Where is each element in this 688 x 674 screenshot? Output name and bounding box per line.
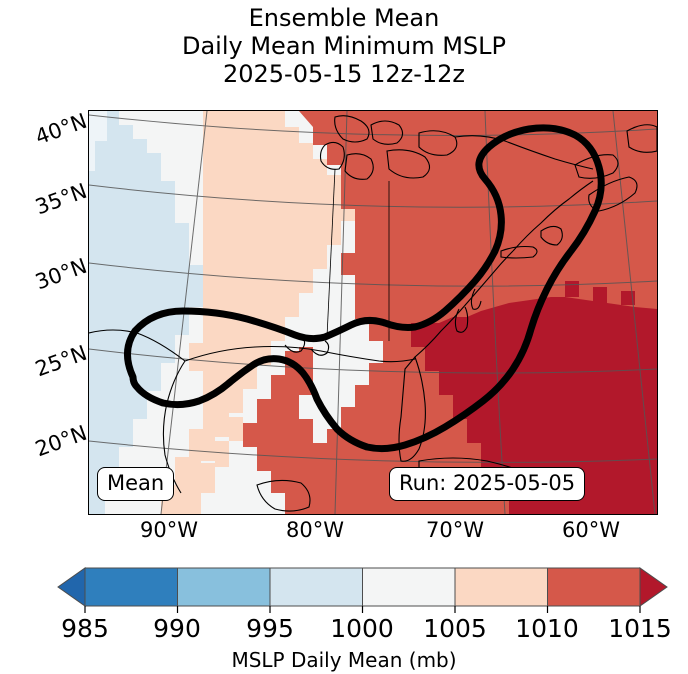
colorbar-band-1010-1015 — [547, 567, 641, 607]
lat-label-35n: 35°N — [32, 178, 91, 220]
mean-annotation-box: Mean — [97, 467, 175, 501]
colorbar-tick-990: 990 — [153, 614, 201, 643]
colorbar-tick-1005: 1005 — [423, 614, 487, 643]
colorbar-tick-995: 995 — [246, 614, 294, 643]
colorbar-over-arrow — [639, 567, 668, 607]
colorbar-band-990-995 — [177, 567, 271, 607]
colorbar-ticks — [84, 606, 641, 613]
page-title: Ensemble Mean Daily Mean Minimum MSLP 20… — [0, 4, 688, 88]
map-plot-area — [88, 110, 658, 515]
coastlines — [89, 115, 657, 512]
contour-1013mb — [124, 124, 605, 453]
band-over-1015 — [411, 297, 657, 514]
title-line-1: Ensemble Mean — [248, 4, 440, 32]
colorbar-bands — [57, 567, 668, 607]
colorbar-band-985-990 — [84, 567, 178, 607]
colorbar-band-995-1000 — [269, 567, 363, 607]
lon-label-80w: 80°W — [286, 518, 344, 542]
lat-label-25n: 25°N — [32, 340, 91, 382]
colorbar-tick-1000: 1000 — [330, 614, 394, 643]
lat-label-20n: 20°N — [32, 420, 91, 462]
lat-label-30n: 30°N — [32, 253, 91, 295]
colorbar-band-1005-1010 — [454, 567, 548, 607]
graticule — [89, 111, 657, 514]
lat-label-40n: 40°N — [32, 108, 91, 150]
title-line-3: 2025-05-15 12z-12z — [222, 60, 466, 88]
lon-label-60w: 60°W — [562, 518, 620, 542]
run-annotation-box: Run: 2025-05-05 — [389, 467, 586, 501]
colorbar-axis-label: MSLP Daily Mean (mb) — [231, 648, 457, 672]
band-995-1000 — [89, 111, 203, 514]
title-line-2: Daily Mean Minimum MSLP — [181, 32, 506, 60]
colorbar-tick-1010: 1010 — [515, 614, 579, 643]
lon-label-70w: 70°W — [426, 518, 484, 542]
colorbar-band-1000-1005 — [362, 567, 456, 607]
colorbar-tick-985: 985 — [61, 614, 109, 643]
colorbar-under-arrow — [57, 567, 86, 607]
colorbar: 985 990 995 1000 1005 1010 1015 MSLP Dai… — [0, 556, 688, 674]
band-1005-1010-main — [161, 111, 355, 514]
lon-label-90w: 90°W — [140, 518, 198, 542]
colorbar-tick-1015: 1015 — [608, 614, 672, 643]
